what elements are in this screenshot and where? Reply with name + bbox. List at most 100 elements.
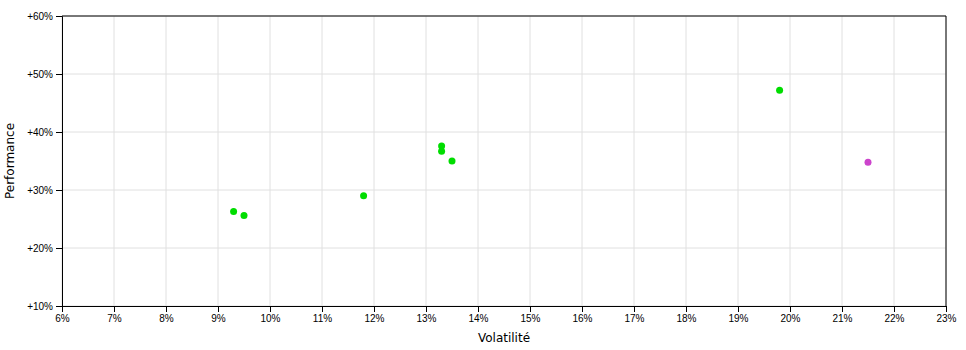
x-tick: 10% — [260, 306, 280, 324]
x-axis-title: Volatilité — [478, 331, 530, 345]
grid — [62, 16, 946, 306]
y-tick: +10% — [27, 301, 62, 312]
x-grid-line — [894, 16, 895, 306]
x-tick: 22% — [884, 306, 904, 324]
y-tick-mark — [56, 190, 62, 191]
x-tick-label: 18% — [676, 313, 696, 324]
x-tick: 17% — [624, 306, 644, 324]
x-tick-mark — [478, 306, 479, 312]
x-grid-line — [218, 16, 219, 306]
x-tick-mark — [218, 306, 219, 312]
x-tick-mark — [582, 306, 583, 312]
x-grid-line — [686, 16, 687, 306]
x-tick: 14% — [468, 306, 488, 324]
y-grid-line — [62, 16, 946, 17]
x-grid-line — [582, 16, 583, 306]
x-tick-label: 21% — [832, 313, 852, 324]
y-tick: +40% — [27, 127, 62, 138]
x-tick-mark — [894, 306, 895, 312]
point — [449, 158, 456, 165]
point — [360, 192, 367, 199]
x-tick: 23% — [936, 306, 956, 324]
y-tick-label: +30% — [27, 185, 53, 196]
point — [776, 87, 783, 94]
y-tick-label: +60% — [27, 11, 53, 22]
x-tick: 18% — [676, 306, 696, 324]
x-grid-line — [842, 16, 843, 306]
x-tick: 8% — [159, 306, 174, 324]
x-tick-label: 17% — [624, 313, 644, 324]
chart-container: 6%7%8%9%10%11%12%13%14%15%16%17%18%19%20… — [0, 0, 966, 350]
x-tick-label: 19% — [728, 313, 748, 324]
x-tick-mark — [946, 306, 947, 312]
y-tick-label: +10% — [27, 301, 53, 312]
frame-right — [946, 16, 947, 306]
x-grid-line — [478, 16, 479, 306]
x-tick-mark — [114, 306, 115, 312]
y-axis-title: Performance — [3, 123, 17, 199]
x-grid-line — [426, 16, 427, 306]
x-tick: 19% — [728, 306, 748, 324]
x-grid-line — [738, 16, 739, 306]
y-tick-mark — [56, 132, 62, 133]
x-grid-line — [790, 16, 791, 306]
y-tick-mark — [56, 16, 62, 17]
point — [230, 208, 237, 215]
y-grid-line — [62, 74, 946, 75]
x-tick-label: 10% — [260, 313, 280, 324]
y-tick-mark — [56, 306, 62, 307]
x-axis-line — [63, 307, 947, 313]
x-tick-mark — [686, 306, 687, 312]
y-tick-label: +20% — [27, 243, 53, 254]
x-axis: 6%7%8%9%10%11%12%13%14%15%16%17%18%19%20… — [55, 306, 956, 324]
point — [241, 212, 248, 219]
x-tick-mark — [634, 306, 635, 312]
plot: 6%7%8%9%10%11%12%13%14%15%16%17%18%19%20… — [3, 11, 957, 345]
x-tick: 9% — [211, 306, 226, 324]
x-grid-line — [166, 16, 167, 306]
x-tick-label: 14% — [468, 313, 488, 324]
point — [865, 159, 872, 166]
x-tick-label: 11% — [313, 313, 332, 324]
x-tick-label: 23% — [936, 313, 956, 324]
x-tick-mark — [738, 306, 739, 312]
y-tick-mark — [56, 248, 62, 249]
x-tick-mark — [842, 306, 843, 312]
x-tick: 13% — [416, 306, 436, 324]
y-tick: +20% — [27, 243, 62, 254]
x-grid-line — [946, 16, 947, 306]
x-grid-line — [322, 16, 323, 306]
point — [438, 148, 445, 155]
x-grid-line — [634, 16, 635, 306]
x-tick-label: 20% — [780, 313, 800, 324]
x-grid-line — [374, 16, 375, 306]
x-tick: 6% — [55, 306, 70, 324]
chart-svg: 6%7%8%9%10%11%12%13%14%15%16%17%18%19%20… — [0, 0, 966, 350]
series-1 — [865, 159, 872, 166]
x-grid-line — [530, 16, 531, 306]
x-tick: 15% — [520, 306, 540, 324]
x-tick-mark — [322, 306, 323, 312]
x-tick-mark — [270, 306, 271, 312]
x-tick: 21% — [832, 306, 852, 324]
x-tick-mark — [790, 306, 791, 312]
y-axis: +10%+20%+30%+40%+50%+60% — [27, 11, 62, 312]
x-tick-mark — [426, 306, 427, 312]
frame-top — [62, 16, 946, 17]
marks — [230, 87, 871, 219]
x-tick-mark — [374, 306, 375, 312]
x-tick-label: 22% — [884, 313, 904, 324]
x-tick-mark — [166, 306, 167, 312]
y-grid-line — [62, 190, 946, 191]
x-grid-line — [114, 16, 115, 306]
x-tick-label: 8% — [159, 313, 174, 324]
x-tick-label: 9% — [211, 313, 226, 324]
x-tick-label: 6% — [55, 313, 70, 324]
x-tick: 20% — [780, 306, 800, 324]
x-tick-label: 13% — [416, 313, 436, 324]
x-tick-label: 16% — [572, 313, 592, 324]
x-tick-label: 15% — [520, 313, 540, 324]
x-tick-label: 7% — [107, 313, 122, 324]
y-tick-label: +40% — [27, 127, 53, 138]
x-grid-line — [270, 16, 271, 306]
